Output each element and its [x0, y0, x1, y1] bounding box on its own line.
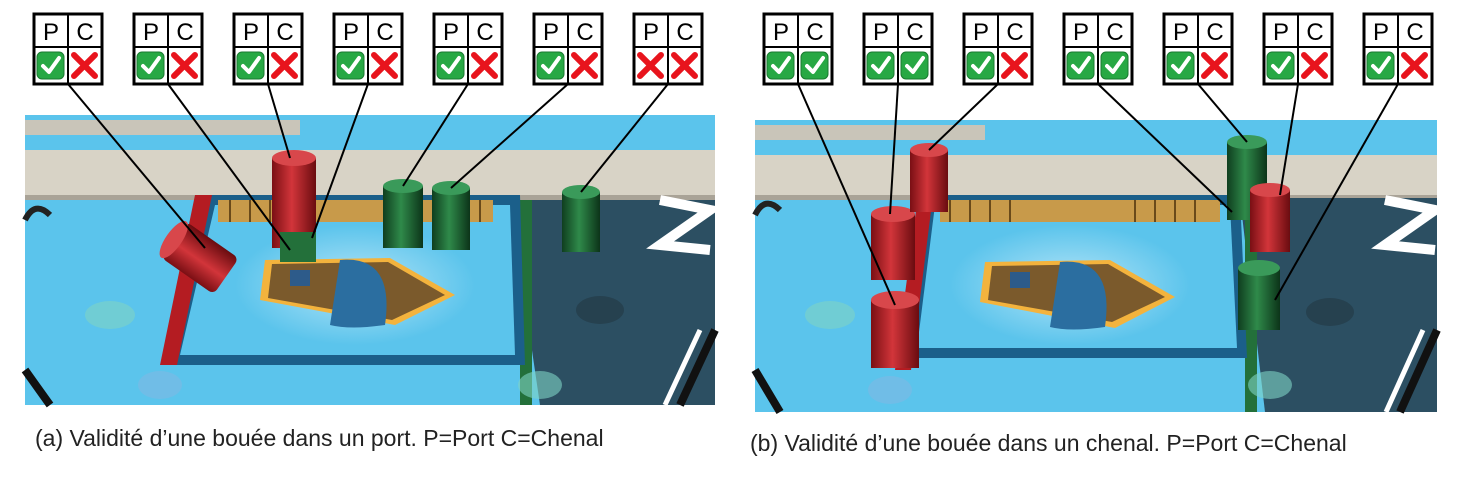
cross-icon: [171, 52, 198, 79]
check-icon: [1066, 51, 1095, 80]
header-c-label: C: [1306, 19, 1323, 46]
cross-icon: [1401, 52, 1428, 79]
header-p-label: P: [443, 19, 459, 46]
cross-icon: [1001, 52, 1028, 79]
header-c-label: C: [76, 19, 93, 46]
check-icon: [1100, 51, 1129, 80]
header-p-label: P: [873, 19, 889, 46]
cross-icon: [1201, 52, 1228, 79]
cross-icon: [71, 52, 98, 79]
cross-icon: [671, 52, 698, 79]
header-c-label: C: [376, 19, 393, 46]
header-c-label: C: [676, 19, 693, 46]
buoys-a: [159, 150, 600, 293]
header-p-label: P: [1073, 19, 1089, 46]
cross-icon: [637, 52, 664, 79]
header-p-label: P: [143, 19, 159, 46]
header-p-label: P: [1373, 19, 1389, 46]
header-c-label: C: [1406, 19, 1423, 46]
header-c-label: C: [1106, 19, 1123, 46]
header-p-label: P: [243, 19, 259, 46]
check-icon: [1266, 51, 1295, 80]
scene-b: [751, 120, 1448, 415]
header-p-label: P: [773, 19, 789, 46]
header-c-label: C: [1206, 19, 1223, 46]
header-c-label: C: [806, 19, 823, 46]
check-icon: [1366, 51, 1395, 80]
header-p-label: P: [643, 19, 659, 46]
buoys-b: [871, 135, 1290, 368]
cross-icon: [1301, 52, 1328, 79]
check-icon: [900, 51, 929, 80]
buoy-green-front: [1238, 260, 1280, 330]
header-c-label: C: [906, 19, 923, 46]
header-p-label: P: [43, 19, 59, 46]
leader-lines-a: [67, 83, 669, 251]
buoy-red-right: [1250, 183, 1290, 252]
buoy-green-3: [562, 185, 600, 252]
cross-icon: [271, 52, 298, 79]
leader-lines-b: [797, 83, 1399, 306]
check-icon: [866, 51, 895, 80]
buoy-red-upright: [272, 150, 316, 262]
header-p-label: P: [343, 19, 359, 46]
buoy-red-front: [871, 291, 919, 368]
scene-a: [21, 115, 723, 408]
header-p-label: P: [1273, 19, 1289, 46]
check-icon: [436, 51, 465, 80]
check-icon: [800, 51, 829, 80]
caption-b: (b) Validité d’une bouée dans un chenal.…: [750, 430, 1347, 456]
header-c-label: C: [1006, 19, 1023, 46]
header-p-label: P: [543, 19, 559, 46]
cross-icon: [371, 52, 398, 79]
header-c-label: C: [176, 19, 193, 46]
buoy-green-2: [432, 181, 470, 250]
buoy-red-fallen: [159, 221, 237, 293]
header-c-label: C: [576, 19, 593, 46]
check-icon: [1166, 51, 1195, 80]
header-c-label: C: [276, 19, 293, 46]
header-p-label: P: [973, 19, 989, 46]
buoy-red-mid: [871, 206, 915, 280]
check-icon: [766, 51, 795, 80]
cross-icon: [571, 52, 598, 79]
check-icon: [136, 51, 165, 80]
header-c-label: C: [476, 19, 493, 46]
check-icon: [536, 51, 565, 80]
check-icon: [36, 51, 65, 80]
check-icon: [336, 51, 365, 80]
cross-icon: [471, 52, 498, 79]
caption-a: (a) Validité d’une bouée dans un port. P…: [35, 425, 604, 451]
buoy-red-back: [910, 143, 948, 212]
check-icon: [236, 51, 265, 80]
buoy-green-1: [383, 179, 423, 248]
header-p-label: P: [1173, 19, 1189, 46]
check-icon: [966, 51, 995, 80]
